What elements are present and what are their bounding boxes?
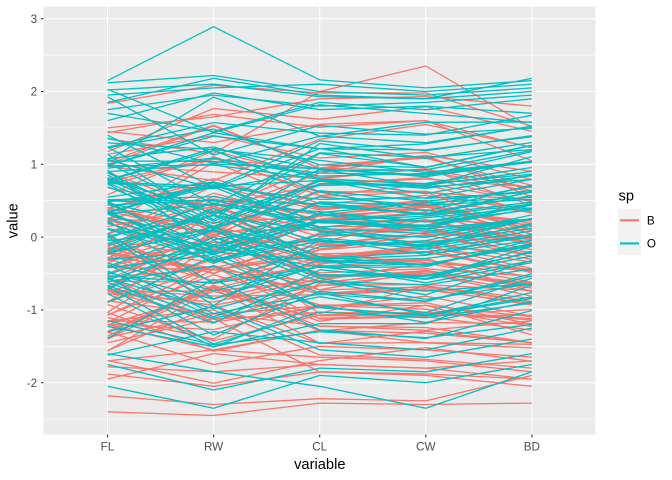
svg-text:B: B [647,214,655,227]
svg-text:value: value [6,203,22,238]
svg-text:FL: FL [101,441,115,454]
svg-text:-1: -1 [27,304,37,317]
svg-text:0: 0 [31,231,38,244]
svg-text:-2: -2 [27,377,37,390]
svg-text:1: 1 [31,159,38,172]
svg-text:3: 3 [31,13,38,26]
svg-text:CL: CL [312,441,327,454]
svg-text:CW: CW [416,441,435,454]
svg-text:RW: RW [204,441,223,454]
svg-text:variable: variable [294,457,345,473]
svg-text:O: O [647,238,656,251]
svg-text:BD: BD [524,441,540,454]
svg-text:2: 2 [31,86,38,99]
svg-text:sp: sp [619,188,635,204]
